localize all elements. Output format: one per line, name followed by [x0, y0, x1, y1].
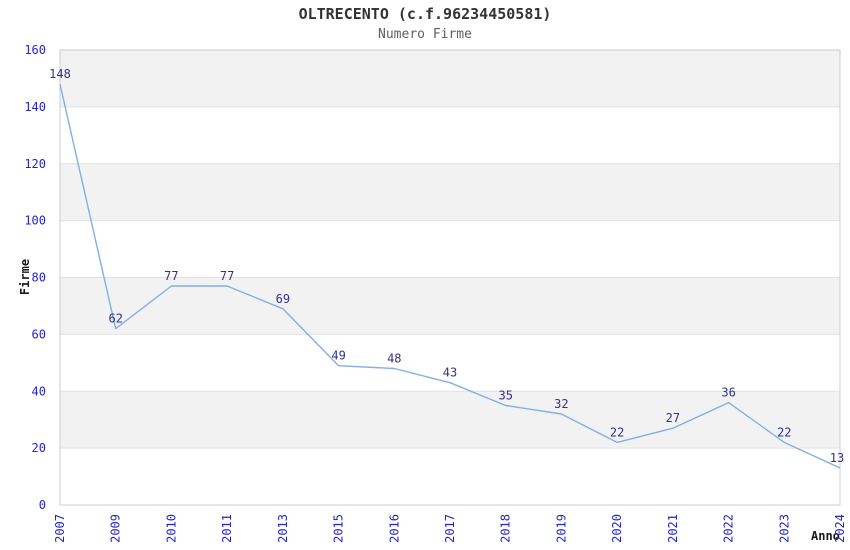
y-tick-label: 140 — [24, 100, 46, 114]
series-line — [59, 83, 841, 469]
x-tick-label: 2019 — [554, 514, 568, 543]
y-tick-label: 160 — [24, 43, 46, 57]
chart-subtitle: Numero Firme — [378, 27, 472, 42]
grid-band — [60, 50, 840, 107]
x-tick-label: 2018 — [499, 514, 513, 543]
x-tick-label: 2013 — [276, 514, 290, 543]
x-tick-label: 2007 — [53, 514, 67, 543]
data-label: 77 — [220, 269, 234, 283]
x-tick-label: 2009 — [109, 514, 123, 543]
x-tick-label: 2022 — [722, 514, 736, 543]
data-label: 22 — [610, 425, 624, 439]
data-label: 27 — [666, 411, 680, 425]
data-label: 13 — [830, 451, 844, 465]
x-tick-label: 2010 — [164, 514, 178, 543]
data-label: 69 — [276, 292, 290, 306]
data-label: 36 — [721, 386, 735, 400]
x-tick-label: 2021 — [666, 514, 680, 543]
x-tick-label: 2017 — [443, 514, 457, 543]
data-label: 43 — [443, 366, 457, 380]
data-label: 32 — [554, 397, 568, 411]
x-axis-title: Anno — [811, 529, 840, 543]
y-tick-label: 100 — [24, 214, 46, 228]
y-tick-label: 60 — [32, 327, 46, 341]
y-tick-label: 40 — [32, 384, 46, 398]
data-label: 77 — [164, 269, 178, 283]
x-tick-label: 2023 — [777, 514, 791, 543]
y-tick-label: 0 — [39, 498, 46, 512]
x-tick-label: 2016 — [387, 514, 401, 543]
grid-band — [60, 391, 840, 449]
data-label: 49 — [331, 349, 345, 363]
data-label: 148 — [49, 67, 71, 81]
data-label: 48 — [387, 352, 401, 366]
chart-title: OLTRECENTO (c.f.96234450581) — [298, 5, 552, 23]
y-tick-label: 80 — [32, 271, 46, 285]
plot-border — [59, 49, 841, 506]
y-tick-label: 20 — [32, 441, 46, 455]
grid-band — [60, 277, 840, 335]
x-tick-label: 2020 — [610, 514, 624, 543]
data-label: 35 — [498, 389, 512, 403]
x-tick-label: 2024 — [833, 514, 847, 543]
data-label: 62 — [108, 312, 122, 326]
y-tick-label: 120 — [24, 157, 46, 171]
grid-band — [60, 163, 840, 221]
x-tick-label: 2011 — [220, 514, 234, 543]
x-tick-label: 2015 — [332, 514, 346, 543]
data-label: 22 — [777, 425, 791, 439]
